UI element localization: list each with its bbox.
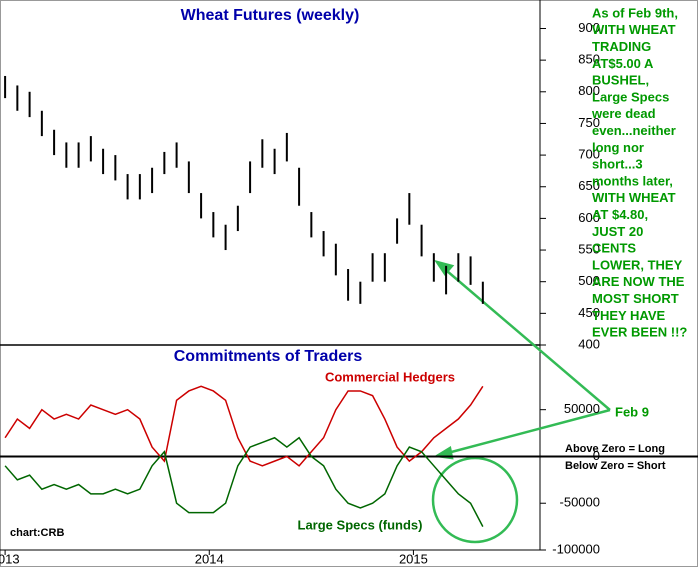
y-tick-label: 0 — [593, 448, 600, 463]
y-tick-label: 700 — [578, 147, 600, 162]
y-tick-label: 850 — [578, 52, 600, 67]
x-tick-label: 2015 — [399, 551, 428, 566]
annotation: As of Feb 9th, — [592, 5, 678, 20]
annotation: short...3 — [592, 157, 643, 172]
arrowhead — [434, 259, 455, 277]
arrow — [439, 408, 611, 457]
annotation: Large Specs — [592, 89, 669, 104]
y-tick-label: 500 — [578, 273, 600, 288]
y-tick-label: -50000 — [560, 495, 600, 510]
annotation: even...neither — [592, 123, 676, 138]
series-line — [4, 385, 484, 467]
annotation: AT$5.00 A — [592, 56, 654, 71]
y-tick-label: 400 — [578, 336, 600, 351]
annotation: months later, — [592, 173, 673, 188]
annotation: TRADING — [592, 39, 651, 54]
chart-title: Wheat Futures (weekly) — [181, 7, 360, 24]
y-tick-label: 50000 — [564, 401, 600, 416]
annotation: WITH WHEAT — [592, 190, 676, 205]
annotation: EVER BEEN !!? — [592, 325, 687, 340]
annotation: JUST 20 — [592, 224, 643, 239]
annotation: THEY HAVE — [592, 308, 666, 323]
y-tick-label: 750 — [578, 115, 600, 130]
y-tick-label: 450 — [578, 305, 600, 320]
annotation: BUSHEL, — [592, 73, 649, 88]
annotation: WITH WHEAT — [592, 22, 676, 37]
y-tick-label: -100000 — [552, 541, 600, 556]
source: chart:CRB — [10, 527, 64, 539]
legend-label: Large Specs (funds) — [298, 517, 423, 532]
x-tick-label: 2013 — [0, 551, 20, 566]
zero-label: Above Zero = Long — [565, 443, 665, 455]
chart-title: Commitments of Traders — [174, 348, 363, 365]
x-tick-label: 2014 — [195, 551, 224, 566]
y-tick-label: 600 — [578, 210, 600, 225]
marker-label: Feb 9 — [615, 404, 649, 419]
annotation: AT $4.80, — [592, 207, 648, 222]
legend-label: Commercial Hedgers — [325, 369, 455, 384]
y-tick-label: 900 — [578, 20, 600, 35]
annotation: long nor — [592, 140, 644, 155]
y-tick-label: 550 — [578, 241, 600, 256]
y-tick-label: 650 — [578, 178, 600, 193]
highlight-circle — [431, 456, 519, 544]
zero-label: Below Zero = Short — [565, 460, 666, 472]
annotation: CENTS — [592, 241, 636, 256]
annotation: MOST SHORT — [592, 291, 679, 306]
series-line — [4, 436, 484, 527]
annotation: ARE NOW THE — [592, 274, 685, 289]
y-tick-label: 800 — [578, 83, 600, 98]
arrow — [439, 264, 611, 411]
annotation: LOWER, THEY — [592, 257, 683, 272]
annotation: were dead — [591, 106, 656, 121]
